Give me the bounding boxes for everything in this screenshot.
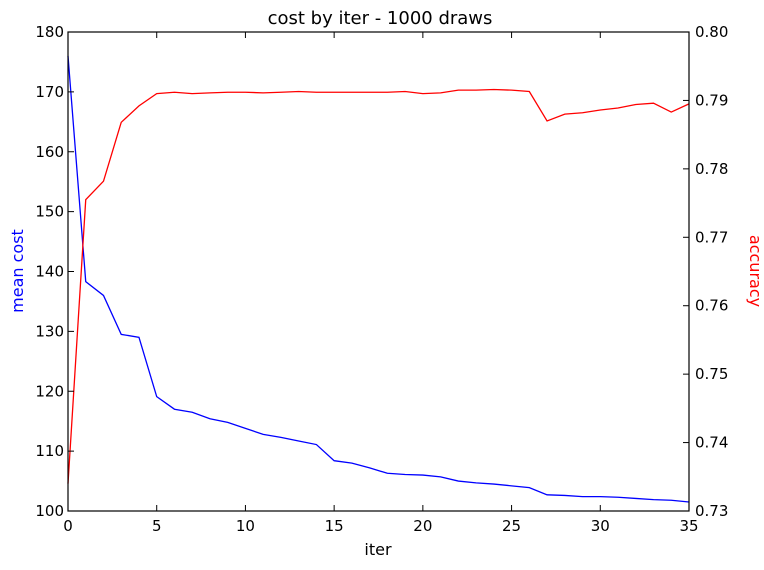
y-right-tick-label: 0.75 bbox=[695, 365, 728, 383]
y-right-tick-label: 0.76 bbox=[695, 297, 728, 315]
y-left-tick-label: 140 bbox=[35, 263, 64, 281]
plot-frame bbox=[67, 31, 690, 512]
x-tick-label: 0 bbox=[63, 517, 73, 535]
y-right-tick-label: 0.73 bbox=[695, 502, 728, 520]
chart-title: cost by iter - 1000 draws bbox=[268, 8, 493, 29]
y-right-tick-label: 0.78 bbox=[695, 160, 728, 178]
x-tick-label: 30 bbox=[591, 517, 610, 535]
y-left-tick-label: 110 bbox=[35, 442, 64, 460]
x-tick-label: 15 bbox=[325, 517, 344, 535]
x-tick-label: 10 bbox=[236, 517, 255, 535]
y-left-tick-label: 160 bbox=[35, 143, 64, 161]
accuracy-series-line bbox=[67, 88, 690, 484]
y-left-tick-label: 100 bbox=[35, 502, 64, 520]
y-right-tick-label: 0.79 bbox=[695, 91, 728, 109]
y-right-tick-label: 0.77 bbox=[695, 228, 728, 246]
y-right-tick-label: 0.74 bbox=[695, 434, 728, 452]
y-left-tick-label: 180 bbox=[35, 23, 64, 41]
x-tick-label: 25 bbox=[502, 517, 521, 535]
ticks-layer: 0 5 10 15 20 25 30 35 100 110 120 130 140 150 160 170 18… bbox=[35, 23, 728, 535]
x-tick-label: 20 bbox=[413, 517, 432, 535]
x-axis-title: iter bbox=[364, 540, 392, 559]
x-tick-label: 35 bbox=[679, 517, 698, 535]
y-left-tick-label: 170 bbox=[35, 83, 64, 101]
y-left-tick-label: 150 bbox=[35, 203, 64, 221]
x-tick-label: 5 bbox=[152, 517, 162, 535]
y-left-tick-label: 120 bbox=[35, 382, 64, 400]
y-right-axis-title: accuracy bbox=[746, 235, 764, 307]
y-right-tick-label: 0.80 bbox=[695, 23, 728, 41]
y-left-axis-title: mean cost bbox=[8, 229, 27, 313]
series-layer bbox=[67, 55, 690, 503]
cost-series-line bbox=[67, 55, 690, 503]
y-left-tick-label: 130 bbox=[35, 322, 64, 340]
